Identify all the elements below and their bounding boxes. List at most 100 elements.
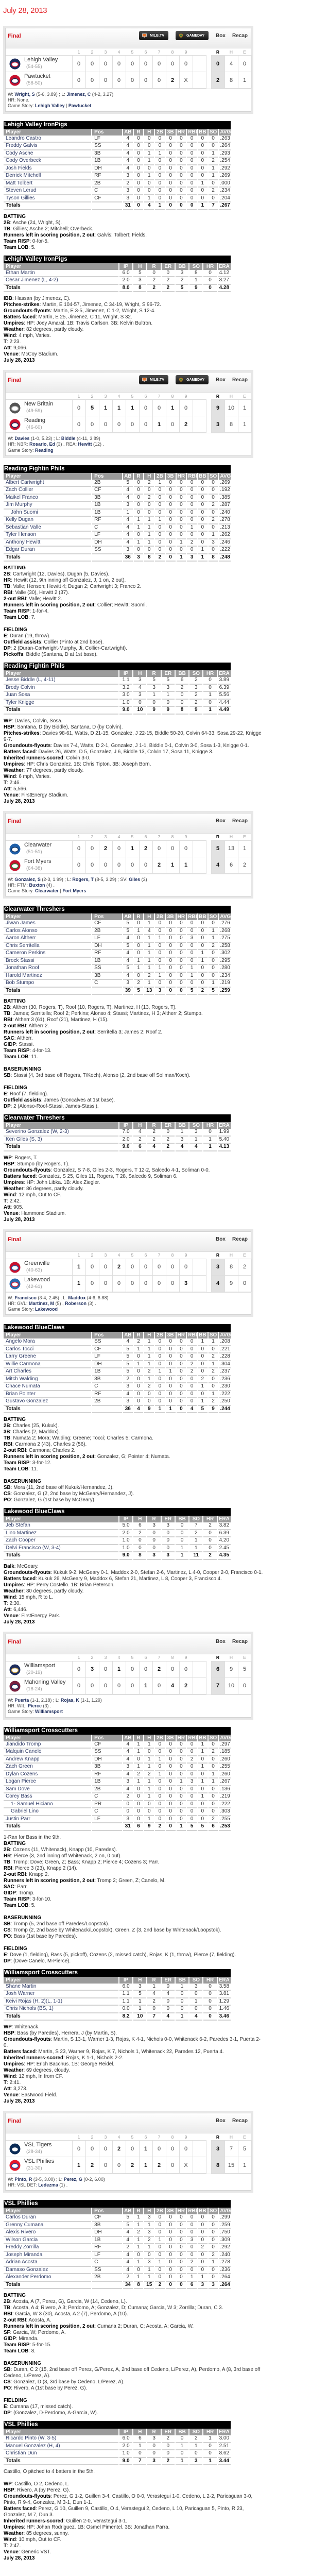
player-name-link[interactable]: Zach Green <box>4 1764 92 1771</box>
player-link[interactable]: Perez, G <box>63 2177 82 2182</box>
column-header-avg[interactable]: AVG <box>219 913 231 921</box>
player-name-link[interactable]: Ethan Martin <box>4 270 119 278</box>
column-header-bb[interactable]: BB <box>197 1734 208 1741</box>
column-header-hr[interactable]: HR <box>176 472 186 480</box>
player-link[interactable]: Francisco <box>14 1295 37 1300</box>
player-name-link[interactable]: Lino Martinez <box>4 1530 119 1538</box>
column-header-avg[interactable]: AVG <box>219 1734 231 1741</box>
column-header-rbi[interactable]: RBI <box>187 128 197 135</box>
player-link[interactable]: Buxton <box>29 882 45 888</box>
column-header-so[interactable]: SO <box>189 670 203 677</box>
player-link[interactable]: Lehigh Valley <box>35 103 65 109</box>
player-link[interactable]: Jimenez, C <box>66 92 91 97</box>
column-header-3b[interactable]: 3B <box>165 472 176 480</box>
player-name-link[interactable]: Joseph Miranda <box>4 2252 92 2260</box>
player-name-link[interactable]: Jeb Stefan <box>4 1522 119 1530</box>
column-header-so[interactable]: SO <box>189 263 203 270</box>
player-link[interactable]: Rosario, Ed <box>29 442 56 447</box>
player-name-link[interactable]: Josh Fields <box>4 165 92 173</box>
player-name-link[interactable]: Chris Nichols (BS, 1) <box>4 2006 119 2013</box>
player-name-link[interactable]: Edgar Duran <box>4 547 92 554</box>
player-name-link[interactable]: Cameron Perkins <box>4 950 92 958</box>
column-header-player[interactable]: Player <box>4 2429 119 2436</box>
column-header-bb[interactable]: BB <box>175 1122 189 1129</box>
column-header-3b[interactable]: 3B <box>165 1332 176 1339</box>
player-link[interactable]: Pierce <box>28 1703 42 1709</box>
column-header-pos[interactable]: Pos <box>92 2208 122 2215</box>
player-name-link[interactable]: 1- Samuel Hiciano <box>4 1801 92 1809</box>
player-name-link[interactable]: Jim Murphy <box>4 502 92 510</box>
column-header-hr[interactable]: HR <box>176 913 186 921</box>
column-header-bb[interactable]: BB <box>197 472 208 480</box>
column-header-h[interactable]: H <box>144 913 154 921</box>
column-header-2b[interactable]: 2B <box>155 2208 165 2215</box>
player-name-link[interactable]: Sam Dove <box>4 1786 92 1794</box>
player-name-link[interactable]: Freddy Galvis <box>4 143 92 150</box>
column-header-avg[interactable]: AVG <box>219 472 231 480</box>
player-name-link[interactable]: Alexander Perdomo <box>4 2274 92 2282</box>
column-header-pos[interactable]: Pos <box>92 472 122 480</box>
column-header-3b[interactable]: 3B <box>165 128 176 135</box>
player-name-link[interactable]: Malquin Canelo <box>4 1749 92 1756</box>
column-header-r[interactable]: R <box>133 2208 144 2215</box>
player-link[interactable]: Maddox <box>68 1295 86 1300</box>
player-name-link[interactable]: Steven Lerud <box>4 188 92 195</box>
column-header-so[interactable]: SO <box>208 128 218 135</box>
player-link[interactable]: Fort Myers <box>62 888 87 894</box>
box-link[interactable]: Box <box>216 2118 226 2124</box>
player-name-link[interactable]: Aaron Altherr <box>4 935 92 943</box>
column-header-h[interactable]: H <box>144 2208 154 2215</box>
player-link[interactable]: Martinez, M <box>29 1301 55 1307</box>
player-name-link[interactable]: Damaso Gonzalez <box>4 2267 92 2275</box>
box-link[interactable]: Box <box>216 377 226 383</box>
column-header-pos[interactable]: Pos <box>92 913 122 921</box>
column-header-era[interactable]: ERA <box>217 1976 231 1984</box>
column-header-rbi[interactable]: RBI <box>187 472 197 480</box>
box-link[interactable]: Box <box>216 818 226 824</box>
player-link[interactable]: Gonzalez, S <box>14 876 41 882</box>
player-name-link[interactable]: Harold Martinez <box>4 973 92 980</box>
player-name-link[interactable]: Juan Sosa <box>4 692 119 700</box>
player-name-link[interactable]: Art Charles <box>4 1368 92 1376</box>
player-name-link[interactable]: John Suomi <box>4 510 92 517</box>
column-header-so[interactable]: SO <box>189 1976 203 1984</box>
column-header-player[interactable]: Player <box>4 263 119 270</box>
column-header-r[interactable]: R <box>133 913 144 921</box>
player-name-link[interactable]: Jonathan Roof <box>4 965 92 973</box>
player-name-link[interactable]: Wilson Garcia <box>4 2237 92 2245</box>
column-header-so[interactable]: SO <box>208 472 218 480</box>
player-name-link[interactable]: Severino Gonzalez (W, 2-3) <box>4 1129 119 1137</box>
column-header-hr[interactable]: HR <box>176 1332 186 1339</box>
column-header-r[interactable]: R <box>133 472 144 480</box>
column-header-2b[interactable]: 2B <box>155 472 165 480</box>
player-name-link[interactable]: Ricardo Pinto (W, 3-5) <box>4 2435 119 2443</box>
gameday-button[interactable]: GAMEDAY <box>176 375 209 385</box>
column-header-player[interactable]: Player <box>4 670 119 677</box>
column-header-avg[interactable]: AVG <box>219 2208 231 2215</box>
column-header-player[interactable]: Player <box>4 1734 92 1741</box>
player-name-link[interactable]: Corey Bass <box>4 1793 92 1801</box>
column-header-so[interactable]: SO <box>208 913 218 921</box>
column-header-pos[interactable]: Pos <box>92 128 122 135</box>
column-header-player[interactable]: Player <box>4 1332 92 1339</box>
column-header-era[interactable]: ERA <box>217 670 231 677</box>
player-name-link[interactable]: Jesse Biddle (L, 4-11) <box>4 677 119 685</box>
player-name-link[interactable]: Leandro Castro <box>4 135 92 143</box>
player-name-link[interactable]: Brian Pointer <box>4 1391 92 1399</box>
player-name-link[interactable]: Brock Stassi <box>4 958 92 965</box>
column-header-h[interactable]: H <box>144 1332 154 1339</box>
column-header-ip[interactable]: IP <box>119 2429 133 2436</box>
player-name-link[interactable]: Jiwan James <box>4 920 92 928</box>
player-name-link[interactable]: Albert Cartwright <box>4 480 92 487</box>
player-name-link[interactable]: Shane Martin <box>4 1984 119 1991</box>
column-header-era[interactable]: ERA <box>217 1122 231 1129</box>
player-name-link[interactable]: Andrew Knapp <box>4 1756 92 1764</box>
player-name-link[interactable]: Carlos Tocci <box>4 1346 92 1354</box>
player-name-link[interactable]: Josh Warner <box>4 1991 119 1998</box>
column-header-r[interactable]: R <box>133 128 144 135</box>
column-header-r[interactable]: R <box>147 670 161 677</box>
player-name-link[interactable]: Grenny Cumana <box>4 2222 92 2230</box>
recap-link[interactable]: Recap <box>232 1236 248 1242</box>
column-header-avg[interactable]: AVG <box>219 1332 231 1339</box>
column-header-player[interactable]: Player <box>4 1122 119 1129</box>
